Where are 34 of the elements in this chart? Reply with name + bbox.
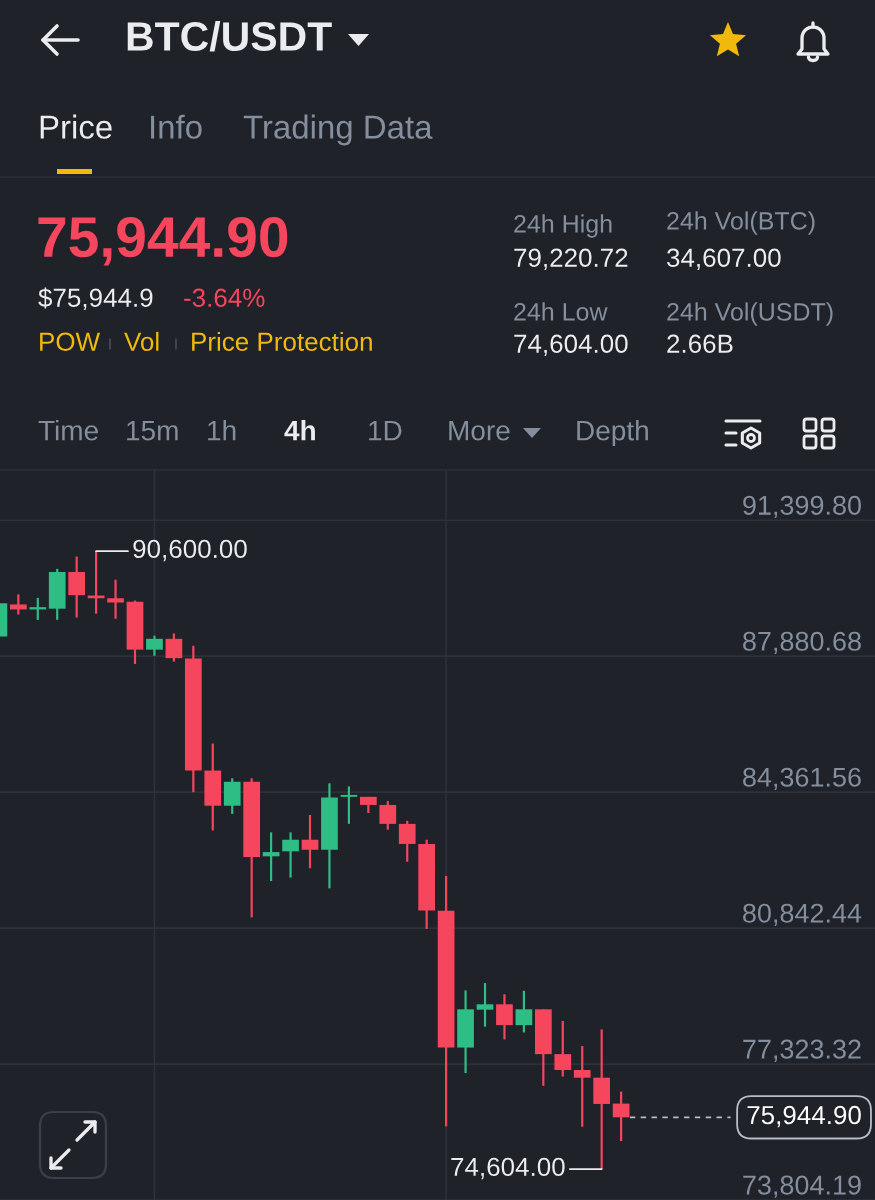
text: 1h	[208, 419, 236, 441]
y-tick-label: 91,399.80	[743, 495, 861, 519]
text: Price	[40, 114, 112, 139]
annotation: 90,600.00	[133, 539, 247, 562]
text: 34,607.00	[666, 248, 781, 271]
y-tick-label: 80,842.44	[743, 903, 862, 926]
text: 24h Vol(BTC)	[667, 211, 815, 235]
text: -3.64%	[184, 288, 265, 307]
text: 1D	[369, 420, 402, 441]
text: 2.66B	[667, 334, 733, 353]
text: Depth	[577, 419, 648, 447]
text: 24h Low	[514, 302, 608, 321]
text: 24h Vol(USDT)	[667, 302, 833, 326]
annotation: 74,604.00	[451, 1157, 565, 1180]
text: 74,604.00	[514, 334, 628, 357]
text: Info	[151, 114, 202, 139]
text: 79,220.72	[514, 248, 628, 271]
text: 75,944.90	[38, 216, 288, 266]
text: $75,944.9	[38, 287, 153, 311]
text: Price Protection	[192, 331, 372, 351]
text: Time	[38, 419, 98, 441]
text: POW	[40, 332, 101, 351]
y-tick-label: 77,323.32	[743, 1039, 861, 1062]
text: More	[449, 420, 510, 441]
chart-title: BTC/USDT	[127, 20, 332, 52]
text: Trading Data	[243, 114, 433, 146]
ref-line-label: 75,944.90	[747, 1105, 861, 1128]
text: Vol	[124, 331, 159, 351]
y-tick-label: 87,880.68	[743, 631, 861, 655]
text: 24h High	[514, 214, 612, 238]
text: 15m	[127, 420, 178, 441]
text: 4h	[284, 419, 315, 441]
y-tick-label: 84,361.56	[743, 767, 861, 790]
y-tick-label: 73,804.19	[743, 1175, 861, 1198]
